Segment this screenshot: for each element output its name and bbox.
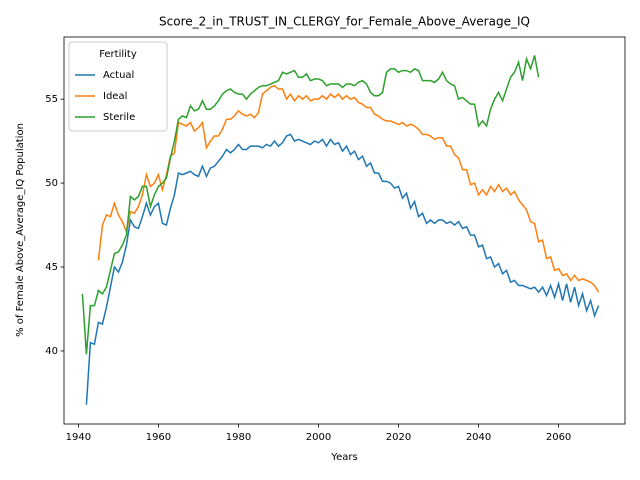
- x-tick-label: 1980: [226, 432, 251, 443]
- y-tick-label: 50: [45, 178, 58, 189]
- line-series: [81, 55, 540, 355]
- legend: Fertility Actual Ideal Sterile: [68, 41, 168, 132]
- x-tick-label: 2060: [546, 432, 571, 443]
- y-tick-label: 45: [45, 262, 58, 273]
- legend-title: Fertility: [99, 49, 137, 60]
- x-tick-label: 2020: [386, 432, 411, 443]
- y-tick-label: 55: [45, 94, 58, 105]
- x-tick-label: 1960: [146, 432, 171, 443]
- x-tick-label: 2040: [466, 432, 491, 443]
- x-tick-label: 1940: [66, 432, 91, 443]
- y-axis-label: % of Female Above_Average_IQ Population: [15, 123, 26, 337]
- y-tick-label: 40: [45, 346, 58, 357]
- chart-title: Score_2_in_TRUST_IN_CLERGY_for_Female_Ab…: [159, 15, 530, 29]
- legend-box: [68, 41, 168, 132]
- line-series: [85, 133, 600, 405]
- legend-label: Sterile: [103, 112, 135, 123]
- plot-frame: [63, 36, 626, 425]
- x-axis-label: Years: [330, 452, 357, 463]
- legend-label: Actual: [103, 70, 134, 81]
- line-series: [97, 84, 600, 293]
- legend-label: Ideal: [103, 91, 127, 102]
- x-tick-label: 2000: [306, 432, 331, 443]
